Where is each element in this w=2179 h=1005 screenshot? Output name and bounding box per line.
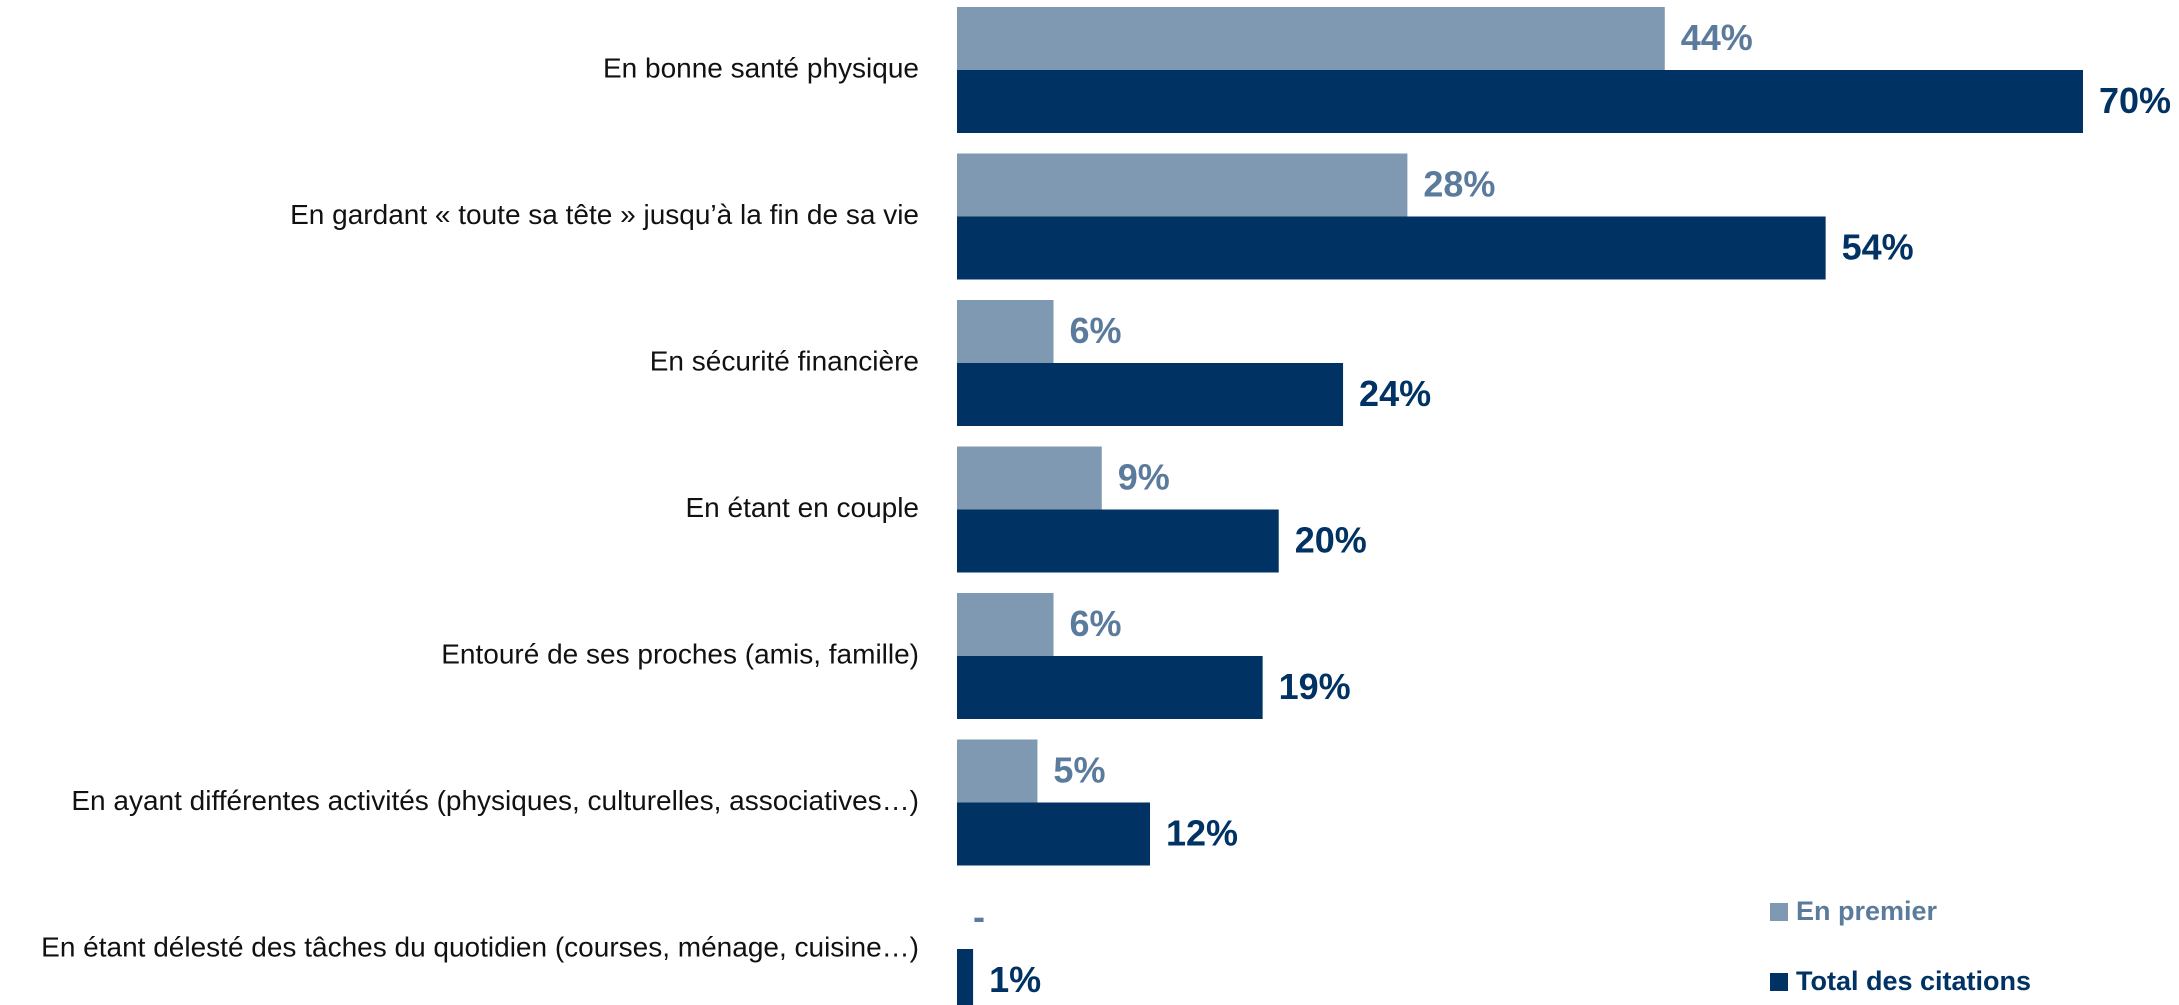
bar [957,300,1054,363]
value-label: 19% [1279,666,1351,707]
bar [957,739,1038,803]
bar [957,949,974,1005]
value-label: 44% [1681,17,1753,58]
category-label: En étant en couple [685,492,919,523]
value-label: 20% [1295,520,1367,561]
category-label: Entouré de ses proches (amis, famille) [441,638,919,669]
value-label: - [973,896,985,937]
category-label: En bonne santé physique [603,52,919,83]
value-label: 24% [1359,373,1431,414]
legend-label: Total des citations [1796,966,2031,996]
bar [957,656,1263,719]
value-label: 9% [1118,457,1170,498]
value-label: 6% [1070,603,1122,644]
category-label: En ayant différentes activités (physique… [71,785,919,816]
legend-label: En premier [1796,896,1938,926]
legend-swatch [1770,903,1788,921]
bar [957,70,2083,133]
bar [957,153,1408,217]
category-label: En gardant « toute sa tête » jusqu’à la … [290,199,919,230]
category-label: En sécurité financière [650,345,919,376]
category-label: En étant délesté des tâches du quotidien… [41,931,919,962]
bar [957,802,1151,866]
value-label: 6% [1070,310,1122,351]
bar [957,509,1279,573]
value-label: 1% [989,959,1041,1000]
value-label: 70% [2099,80,2171,121]
bar [957,363,1344,426]
bar [957,593,1054,656]
value-label: 12% [1166,813,1238,854]
value-label: 5% [1053,750,1105,791]
value-label: 54% [1842,227,1914,268]
legend-swatch [1770,973,1788,991]
bar [957,446,1102,510]
value-label: 28% [1423,164,1495,205]
bar [957,216,1826,280]
bar [957,7,1665,70]
